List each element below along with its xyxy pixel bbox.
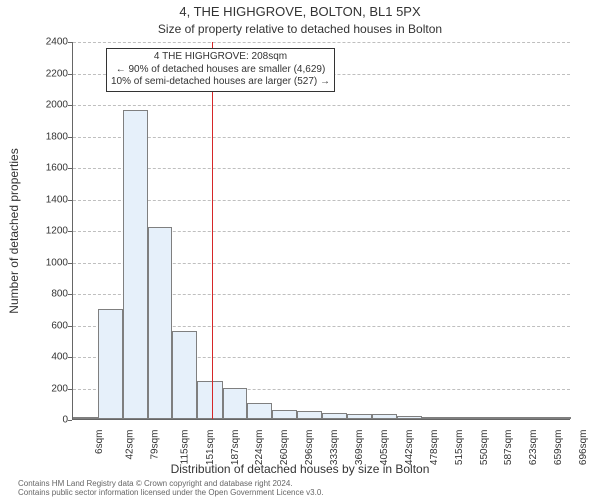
chart-title-primary: 4, THE HIGHGROVE, BOLTON, BL1 5PX <box>0 4 600 19</box>
x-tick-label: 224sqm <box>254 430 265 466</box>
histogram-bar <box>123 110 148 419</box>
y-tick-label: 2200 <box>28 68 68 79</box>
histogram-bar <box>347 414 372 419</box>
histogram-bar <box>397 416 422 419</box>
y-tick-label: 800 <box>28 289 68 300</box>
histogram-bar <box>322 413 347 419</box>
x-tick-label: 151sqm <box>205 430 216 466</box>
histogram-bar <box>446 417 471 419</box>
footer-line2: Contains public sector information licen… <box>18 488 578 498</box>
marker-line <box>212 42 213 419</box>
x-tick-label: 296sqm <box>304 430 315 466</box>
x-tick-label: 79sqm <box>149 430 160 460</box>
y-tick-label: 400 <box>28 352 68 363</box>
x-tick-label: 442sqm <box>404 430 415 466</box>
x-tick-label: 659sqm <box>553 430 564 466</box>
histogram-bar <box>247 403 272 419</box>
plot-area <box>72 42 570 420</box>
y-tick-label: 1800 <box>28 131 68 142</box>
histogram-bar <box>148 227 173 419</box>
annotation-box: 4 THE HIGHGROVE: 208sqm ← 90% of detache… <box>106 48 335 92</box>
x-tick-label: 478sqm <box>429 430 440 466</box>
x-tick-label: 187sqm <box>230 430 241 466</box>
histogram-bar <box>496 417 521 419</box>
histogram-bar <box>297 411 322 419</box>
annotation-line1: 4 THE HIGHGROVE: 208sqm <box>111 51 330 64</box>
x-tick-label: 587sqm <box>503 430 514 466</box>
histogram-bar <box>172 331 197 419</box>
chart-title-secondary: Size of property relative to detached ho… <box>0 22 600 36</box>
x-tick-label: 515sqm <box>454 430 465 466</box>
histogram-bar <box>372 414 397 419</box>
x-tick-label: 623sqm <box>528 430 539 466</box>
x-tick-label: 333sqm <box>329 430 340 466</box>
histogram-bar <box>422 417 446 419</box>
y-tick-label: 2400 <box>28 37 68 48</box>
histogram-bar <box>272 410 297 419</box>
x-tick-label: 696sqm <box>578 430 589 466</box>
y-tick-label: 2000 <box>28 100 68 111</box>
y-tick-label: 1400 <box>28 194 68 205</box>
y-tick-label: 1600 <box>28 163 68 174</box>
x-tick-label: 405sqm <box>379 430 390 466</box>
y-tick-label: 0 <box>28 415 68 426</box>
footer-attribution: Contains HM Land Registry data © Crown c… <box>18 479 578 498</box>
chart-page: 4, THE HIGHGROVE, BOLTON, BL1 5PX Size o… <box>0 0 600 500</box>
x-tick-label: 6sqm <box>94 430 105 454</box>
y-tick-label: 200 <box>28 383 68 394</box>
y-tick-mark <box>68 420 72 421</box>
histogram-bar <box>73 417 98 419</box>
y-axis-label: Number of detached properties <box>7 148 21 313</box>
annotation-line3: 10% of semi-detached houses are larger (… <box>111 76 330 89</box>
histogram-bar <box>98 309 123 419</box>
grid-line <box>73 42 570 43</box>
x-tick-label: 369sqm <box>354 430 365 466</box>
histogram-bar <box>546 417 571 419</box>
grid-line <box>73 105 570 106</box>
y-tick-label: 1200 <box>28 226 68 237</box>
x-tick-label: 550sqm <box>479 430 490 466</box>
footer-line1: Contains HM Land Registry data © Crown c… <box>18 479 578 489</box>
x-tick-label: 42sqm <box>124 430 135 460</box>
x-tick-label: 115sqm <box>179 430 190 465</box>
x-tick-label: 260sqm <box>279 430 290 466</box>
annotation-line2: ← 90% of detached houses are smaller (4,… <box>111 64 330 77</box>
histogram-bar <box>521 417 546 419</box>
histogram-bar <box>197 381 222 419</box>
x-axis-label: Distribution of detached houses by size … <box>0 462 600 476</box>
y-tick-label: 1000 <box>28 257 68 268</box>
histogram-bar <box>472 417 497 419</box>
histogram-bar <box>223 388 248 420</box>
y-tick-label: 600 <box>28 320 68 331</box>
